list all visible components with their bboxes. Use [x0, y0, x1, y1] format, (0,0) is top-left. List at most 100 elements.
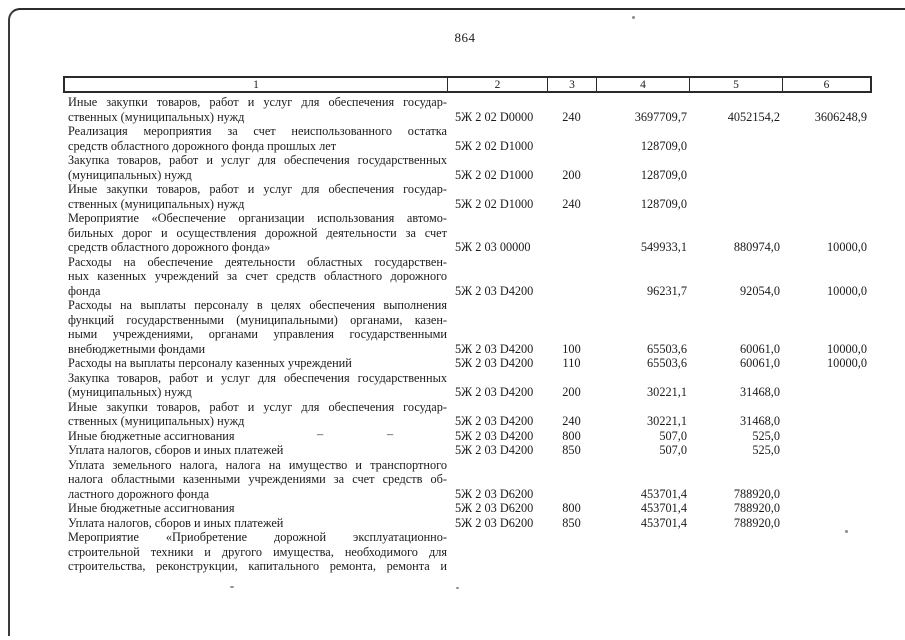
cell-expense-name: Иные закупки товаров, работ и услуг для … [63, 182, 447, 211]
cell-expense-name: Уплата налогов, сборов и иных платежей [63, 443, 447, 458]
cell-expense-name: Иные закупки товаров, работ и услуг для … [63, 95, 447, 124]
expense-name-line: внебюджетными фондами [68, 341, 206, 356]
table-row: Расходы на обеспечение деятельности обла… [63, 255, 893, 299]
cell-amount-year2: 92054,0 [740, 283, 780, 298]
cell-budget-code: 5Ж 2 02 D0000 [455, 109, 534, 124]
cell-budget-code: 5Ж 2 03 D4200 [455, 428, 534, 443]
table-row: Иные закупки товаров, работ и услуг для … [63, 182, 893, 211]
expense-name-line: Реализация мероприятия за счет неиспольз… [68, 124, 447, 138]
expense-name-line: Уплата земельного налога, налога на имущ… [68, 457, 447, 472]
cell-expense-type-code: 850 [562, 443, 581, 457]
expense-name-line: функций государственными (муниципальными… [68, 312, 447, 327]
table-row: Закупка товаров, работ и услуг для обесп… [63, 371, 893, 400]
cell-budget-code: 5Ж 2 03 D4200 [455, 341, 534, 356]
cell-expense-name: Иные бюджетные ассигнования [63, 501, 447, 516]
expense-name-line: ластного дорожного фонда [68, 486, 210, 501]
cell-expense-name: Уплата земельного налога, налога на имущ… [63, 458, 447, 502]
cell-amount-year1: 507,0 [659, 428, 687, 443]
cell-expense-name: Мероприятие «Приобретение дорожной экспл… [63, 530, 447, 574]
expense-name-line: Уплата налогов, сборов и иных платежей [68, 515, 284, 530]
expense-name-line: Иные бюджетные ассигнования [68, 501, 235, 515]
cell-expense-type-code: 200 [562, 167, 581, 182]
cell-expense-type-code: 240 [562, 196, 581, 211]
cell-budget-code: 5Ж 2 03 D4200 [455, 283, 534, 298]
cell-amount-year1: 128709,0 [640, 196, 687, 211]
expense-name-line: Расходы на обеспечение деятельности обла… [68, 254, 447, 269]
cell-amount-year3: 10000,0 [827, 283, 867, 298]
column-header-5: 5 [689, 78, 782, 91]
cell-expense-name: Закупка товаров, работ и услуг для обесп… [63, 371, 447, 400]
table-row: Уплата земельного налога, налога на имущ… [63, 458, 893, 502]
cell-amount-year1: 3697709,7 [634, 109, 687, 124]
expense-name-line: ными учреждениями, органами управления г… [68, 327, 447, 341]
scan-speck [632, 16, 635, 19]
cell-expense-type-code: 110 [562, 356, 581, 370]
cell-budget-code: 5Ж 2 02 D1000 [455, 196, 534, 211]
cell-budget-code: 5Ж 2 03 D4200 [455, 443, 534, 457]
cell-amount-year1: 96231,7 [647, 283, 687, 298]
cell-amount-year2: 880974,0 [733, 240, 780, 254]
expense-name-line: Иные бюджетные ассигнования [68, 428, 235, 443]
scan-speck [230, 586, 234, 588]
cell-expense-type-code: 850 [562, 515, 581, 530]
cell-amount-year2: 525,0 [752, 428, 780, 443]
expense-name-line: налога областными казенными учреждениями… [68, 472, 447, 486]
expense-name-line: (муниципальных) нужд [68, 167, 192, 182]
cell-amount-year2: 788920,0 [733, 515, 780, 530]
table-row: Уплата налогов, сборов и иных платежей 5… [63, 443, 893, 458]
cell-expense-name: Мероприятие «Обеспечение организации исп… [63, 211, 447, 255]
expense-name-line: Закупка товаров, работ и услуг для обесп… [68, 153, 447, 167]
column-header-2: 2 [447, 78, 547, 91]
cell-expense-type-code: 800 [562, 428, 581, 443]
cell-amount-year2: 60061,0 [740, 341, 780, 356]
cell-expense-name: Расходы на выплаты персоналу в целях обе… [63, 298, 447, 356]
cell-expense-name: Расходы на обеспечение деятельности обла… [63, 255, 447, 299]
cell-budget-code: 5Ж 2 03 D6200 [455, 501, 534, 515]
cell-budget-code: 5Ж 2 03 D4200 [455, 356, 534, 370]
expense-name-line: Иные закупки товаров, работ и услуг для … [68, 95, 447, 109]
expense-name-line: ственных (муниципальных) нужд [68, 414, 245, 428]
expense-name-line: Закупка товаров, работ и услуг для обесп… [68, 370, 447, 385]
expense-name-line: строительной техники и другого имущества… [68, 544, 447, 559]
expense-name-line: Мероприятие «Обеспечение организации исп… [68, 211, 447, 225]
page-number: 864 [454, 30, 476, 45]
table-row: Уплата налогов, сборов и иных платежей 5… [63, 516, 893, 531]
expense-name-line: Расходы на выплаты персоналу в целях обе… [68, 298, 447, 312]
cell-amount-year3: 10000,0 [827, 240, 867, 254]
cell-amount-year1: 128709,0 [640, 167, 687, 182]
cell-expense-type-code: 240 [562, 109, 581, 124]
cell-amount-year3: 10000,0 [827, 341, 867, 356]
cell-expense-name: Закупка товаров, работ и услуг для обесп… [63, 153, 447, 182]
column-header-4: 4 [596, 78, 689, 91]
table-row: Реализация мероприятия за счет неиспольз… [63, 124, 893, 153]
cell-expense-name: Иные бюджетные ассигнования [63, 429, 447, 444]
expense-name-line: ственных (муниципальных) нужд [68, 196, 245, 211]
expense-name-line: Иные закупки товаров, работ и услуг для … [68, 182, 447, 196]
cell-budget-code: 5Ж 2 03 D6200 [455, 515, 534, 530]
cell-expense-type-code: 100 [562, 341, 581, 356]
artifact-dash: – [387, 427, 394, 441]
cell-amount-year2: 788920,0 [733, 501, 780, 515]
cell-budget-code: 5Ж 2 03 D4200 [455, 414, 534, 428]
cell-budget-code: 5Ж 2 03 00000 [455, 240, 531, 254]
cell-expense-type-code: 200 [562, 385, 581, 399]
cell-amount-year2: 4052154,2 [727, 109, 780, 124]
cell-amount-year2: 788920,0 [733, 486, 780, 501]
cell-budget-code: 5Ж 2 03 D4200 [455, 385, 534, 399]
table-row: Иные закупки товаров, работ и услуг для … [63, 95, 893, 124]
column-header-6: 6 [782, 78, 870, 91]
cell-amount-year1: 30221,1 [647, 414, 687, 428]
cell-expense-name: Расходы на выплаты персоналу казенных уч… [63, 356, 447, 371]
cell-amount-year3: 10000,0 [827, 356, 867, 370]
cell-amount-year1: 30221,1 [647, 385, 687, 399]
cell-amount-year3: 3606248,9 [814, 109, 867, 124]
expense-name-line: бильных дорог и осуществления дорожной д… [68, 225, 447, 240]
cell-amount-year2: 31468,0 [740, 385, 780, 399]
table-row: Иные бюджетные ассигнования 5Ж 2 03 D420… [63, 427, 893, 444]
cell-amount-year1: 453701,4 [640, 486, 687, 501]
cell-amount-year1: 453701,4 [640, 501, 687, 515]
cell-amount-year1: 128709,0 [640, 138, 687, 153]
expense-name-line: ственных (муниципальных) нужд [68, 109, 245, 124]
cell-amount-year1: 453701,4 [640, 515, 687, 530]
cell-amount-year1: 65503,6 [647, 356, 687, 370]
